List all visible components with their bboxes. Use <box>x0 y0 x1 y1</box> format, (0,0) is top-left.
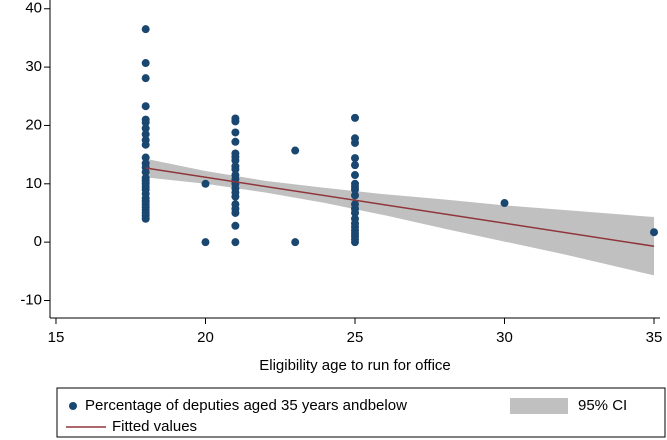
legend-label: Percentage of deputies aged 35 years and… <box>85 397 407 414</box>
x-tick-label: 35 <box>646 329 663 346</box>
x-axis-title: Eligibility age to run for office <box>259 357 451 374</box>
x-tick-label: 15 <box>48 329 65 346</box>
legend-label: 95% CI <box>578 397 627 414</box>
point <box>141 130 150 139</box>
point <box>141 140 150 149</box>
x-tick-label: 20 <box>197 329 214 346</box>
y-tick-label: 0 <box>34 233 42 250</box>
point <box>141 25 150 34</box>
point <box>351 208 359 217</box>
point <box>231 192 240 201</box>
fitted-line <box>145 167 655 247</box>
point <box>141 153 150 162</box>
point <box>351 185 359 194</box>
y-tick-label: 20 <box>25 116 42 133</box>
point <box>201 238 210 247</box>
x-tick-label: 25 <box>347 329 364 346</box>
point <box>231 238 240 247</box>
point <box>231 208 240 217</box>
point <box>351 238 359 247</box>
legend-label: Fitted values <box>112 418 197 435</box>
legend-symbol <box>510 398 568 414</box>
point <box>231 117 240 126</box>
point <box>351 161 359 170</box>
point <box>231 221 240 230</box>
y-tick-label: 10 <box>25 175 42 192</box>
point <box>141 59 150 68</box>
point <box>141 214 150 223</box>
x-tick-label: 30 <box>496 329 513 346</box>
point <box>291 238 300 247</box>
point <box>141 102 150 111</box>
point <box>141 118 150 127</box>
y-tick-label: 30 <box>25 58 42 75</box>
point <box>141 124 150 133</box>
point <box>351 113 359 122</box>
ci-band <box>145 158 655 276</box>
point <box>351 171 359 180</box>
legend-symbol <box>69 402 77 410</box>
point <box>500 199 509 208</box>
point <box>231 128 240 137</box>
point <box>141 74 150 83</box>
point <box>231 165 240 174</box>
point <box>231 137 240 146</box>
y-tick-label: 40 <box>25 0 42 17</box>
point <box>231 156 240 165</box>
point <box>201 179 210 188</box>
point <box>351 154 359 163</box>
point <box>141 168 150 177</box>
point <box>351 138 359 147</box>
point <box>351 191 359 200</box>
point <box>291 146 300 155</box>
y-tick-label: -10 <box>20 291 42 308</box>
point <box>650 228 659 237</box>
